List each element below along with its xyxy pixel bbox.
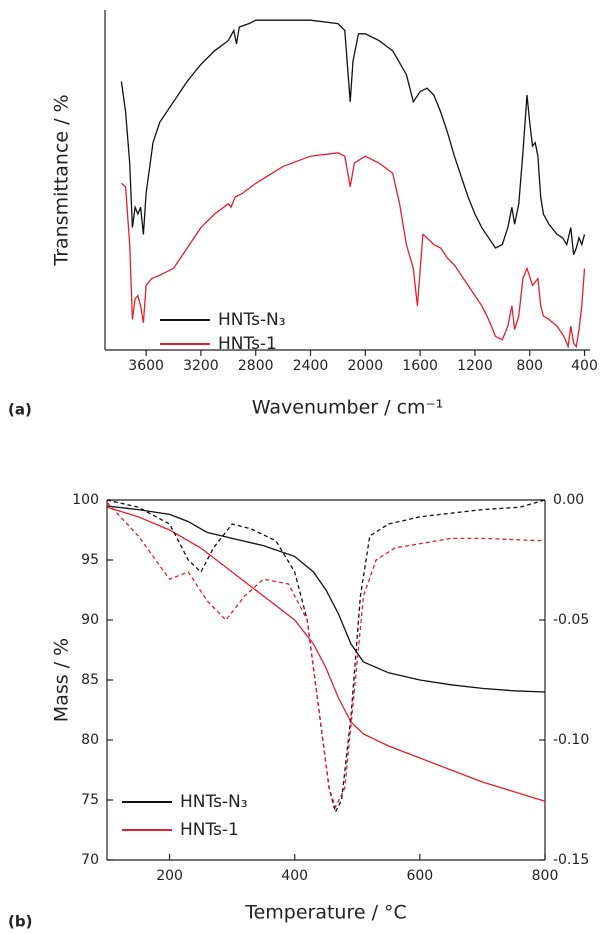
x-tick-label: 1600 xyxy=(402,358,438,374)
legend-label: HNTs-1 xyxy=(218,334,277,354)
series-line xyxy=(106,501,546,809)
series-line xyxy=(106,505,546,693)
x-axis-title: Wavenumber / cm⁻¹ xyxy=(252,397,443,419)
x-tick-label: 800 xyxy=(516,358,543,374)
y-tick-label: 95 xyxy=(81,552,99,568)
x-tick-label: 400 xyxy=(281,868,308,884)
panel-label: (b) xyxy=(8,913,32,931)
y-tick-label: 70 xyxy=(81,852,99,868)
y-tick-label: 100 xyxy=(72,492,99,508)
x-tick-label: 600 xyxy=(406,868,433,884)
y2-tick-label: 0.00 xyxy=(553,492,584,508)
x-tick-label: 800 xyxy=(532,868,559,884)
series-line xyxy=(120,19,586,256)
x-tick-label: 1200 xyxy=(457,358,493,374)
y-axis-title: Mass / % xyxy=(51,638,73,722)
y-tick-label: 90 xyxy=(81,612,99,628)
x-tick-label: 3200 xyxy=(183,358,219,374)
y-tick-label: 75 xyxy=(81,792,99,808)
legend-label: HNTs-N₃ xyxy=(218,310,286,330)
panel-label: (a) xyxy=(8,401,32,419)
y-axis-title: Transmittance / % xyxy=(51,94,73,266)
legend-label: HNTs-1 xyxy=(180,820,239,840)
y2-tick-label: -0.05 xyxy=(553,612,589,628)
x-tick-label: 200 xyxy=(156,868,183,884)
x-tick-label: 2000 xyxy=(347,358,383,374)
x-tick-label: 2800 xyxy=(238,358,274,374)
y-tick-label: 80 xyxy=(81,732,99,748)
x-tick-label: 2400 xyxy=(293,358,329,374)
x-tick-label: 400 xyxy=(571,358,598,374)
y-tick-label: 85 xyxy=(81,672,99,688)
y2-tick-label: -0.10 xyxy=(553,732,589,748)
legend-label: HNTs-N₃ xyxy=(180,792,248,812)
y2-tick-label: -0.15 xyxy=(553,852,589,868)
x-tick-label: 3600 xyxy=(128,358,164,374)
series-line xyxy=(120,152,586,350)
x-axis-title: Temperature / °C xyxy=(244,902,407,924)
series-line xyxy=(106,506,546,802)
